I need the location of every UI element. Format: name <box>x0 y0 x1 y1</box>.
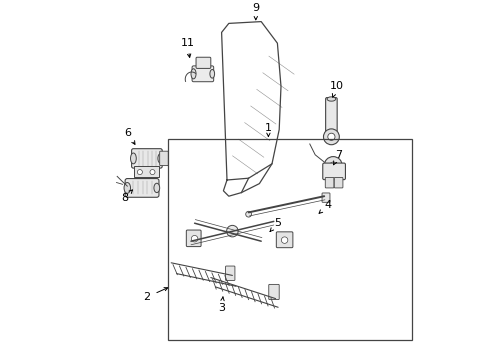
Ellipse shape <box>191 69 196 79</box>
Circle shape <box>281 237 288 243</box>
Bar <box>134 166 159 177</box>
FancyBboxPatch shape <box>132 149 162 168</box>
FancyBboxPatch shape <box>276 232 293 248</box>
FancyBboxPatch shape <box>323 163 345 180</box>
Ellipse shape <box>327 97 336 101</box>
FancyBboxPatch shape <box>196 57 211 68</box>
FancyBboxPatch shape <box>326 98 337 133</box>
FancyBboxPatch shape <box>322 193 330 202</box>
FancyBboxPatch shape <box>225 266 235 280</box>
Text: 7: 7 <box>335 150 342 160</box>
Bar <box>168 139 413 340</box>
FancyBboxPatch shape <box>192 66 214 82</box>
FancyBboxPatch shape <box>334 177 343 188</box>
Ellipse shape <box>124 183 130 193</box>
FancyBboxPatch shape <box>186 230 201 247</box>
Text: 3: 3 <box>218 303 225 313</box>
Ellipse shape <box>130 153 136 164</box>
Circle shape <box>192 235 198 242</box>
Circle shape <box>137 170 143 175</box>
Circle shape <box>328 133 335 140</box>
Ellipse shape <box>210 69 215 78</box>
Text: 10: 10 <box>330 81 344 91</box>
Circle shape <box>150 170 155 175</box>
Ellipse shape <box>154 183 160 193</box>
Ellipse shape <box>158 154 163 163</box>
Text: 2: 2 <box>144 292 150 302</box>
FancyBboxPatch shape <box>269 284 279 300</box>
Circle shape <box>324 157 342 175</box>
Text: 5: 5 <box>274 218 281 228</box>
Text: 11: 11 <box>180 38 195 48</box>
FancyBboxPatch shape <box>325 177 334 188</box>
FancyBboxPatch shape <box>125 179 159 197</box>
Text: 8: 8 <box>121 193 128 203</box>
Text: 9: 9 <box>252 3 259 13</box>
Text: 4: 4 <box>324 200 331 210</box>
Text: 1: 1 <box>265 123 272 133</box>
Circle shape <box>330 162 337 169</box>
Circle shape <box>227 225 238 237</box>
Circle shape <box>245 211 251 217</box>
Text: 6: 6 <box>124 128 131 138</box>
FancyBboxPatch shape <box>160 151 169 166</box>
Circle shape <box>323 129 339 145</box>
